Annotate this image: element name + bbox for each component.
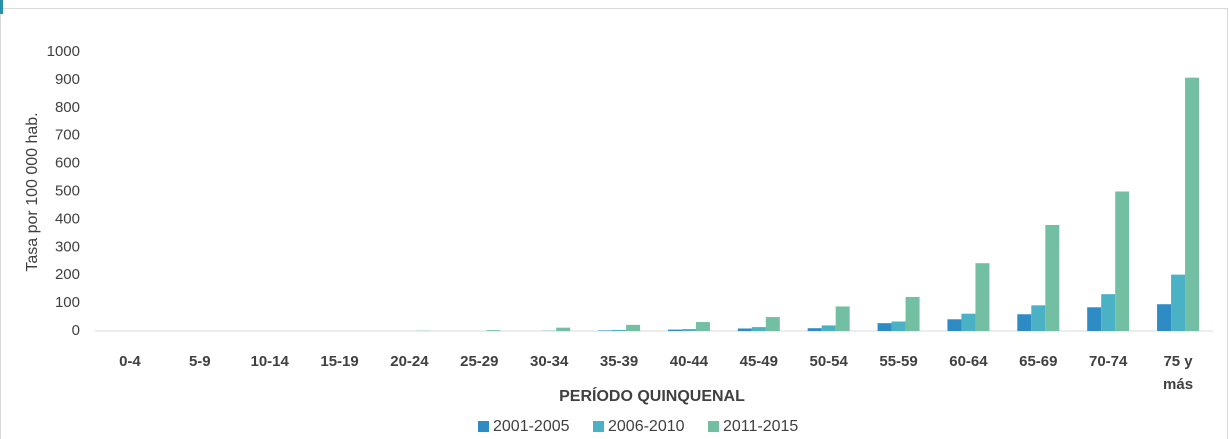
x-tick-label: 70-74 bbox=[1089, 353, 1128, 370]
y-tick-label: 200 bbox=[55, 266, 80, 283]
legend-swatch bbox=[478, 421, 489, 432]
x-tick-label: 65-69 bbox=[1019, 353, 1058, 370]
x-tick-label: 55-59 bbox=[879, 353, 918, 370]
legend-label: 2011-2015 bbox=[723, 418, 798, 435]
legend-swatch bbox=[593, 421, 604, 432]
x-axis-title: PERÍODO QUINQUENAL bbox=[559, 386, 745, 405]
chart-frame bbox=[0, 8, 1228, 439]
bar bbox=[695, 322, 710, 331]
legend-label: 2001-2005 bbox=[493, 418, 570, 435]
legend-swatch bbox=[708, 421, 719, 432]
bar bbox=[807, 328, 822, 331]
bar bbox=[877, 323, 892, 331]
bar bbox=[1031, 305, 1046, 331]
bar bbox=[626, 324, 641, 331]
bar bbox=[765, 317, 780, 331]
y-tick-label: 800 bbox=[55, 99, 80, 116]
x-tick-label: 5-9 bbox=[188, 353, 211, 370]
y-tick-label: 400 bbox=[55, 210, 80, 227]
bar bbox=[905, 296, 920, 331]
x-tick-label: 75 y más bbox=[1163, 353, 1194, 393]
x-tick-label: 60-64 bbox=[949, 353, 988, 370]
bar bbox=[1171, 274, 1186, 331]
x-tick-label: 40-44 bbox=[669, 353, 709, 370]
bar bbox=[891, 321, 906, 331]
bar bbox=[1157, 304, 1172, 331]
x-tick-label: 20-24 bbox=[390, 353, 429, 370]
y-tick-label: 0 bbox=[72, 322, 80, 339]
bar bbox=[556, 327, 571, 331]
y-tick-label: 1000 bbox=[47, 43, 80, 60]
x-tick-label: 50-54 bbox=[809, 353, 848, 370]
bar bbox=[1087, 307, 1102, 331]
bar bbox=[975, 263, 990, 331]
bar bbox=[486, 330, 501, 331]
bar bbox=[821, 325, 836, 331]
bar bbox=[598, 330, 613, 331]
bar bbox=[1115, 191, 1130, 331]
bar bbox=[1017, 314, 1032, 331]
bar bbox=[667, 329, 682, 331]
y-tick-label: 700 bbox=[55, 127, 80, 144]
x-tick-label: 0-4 bbox=[119, 353, 141, 370]
x-tick-label: 30-34 bbox=[530, 353, 569, 370]
bar bbox=[947, 319, 962, 331]
x-tick-label: 15-19 bbox=[320, 353, 359, 370]
y-tick-label: 600 bbox=[55, 155, 80, 172]
y-axis-title: Tasa por 100 000 hab. bbox=[24, 112, 41, 271]
x-tick-label: 10-14 bbox=[250, 353, 289, 370]
x-tick-label: 35-39 bbox=[599, 353, 639, 370]
bar bbox=[961, 313, 976, 331]
accent-bar bbox=[0, 0, 3, 14]
bar bbox=[1045, 224, 1060, 331]
bar bbox=[612, 329, 627, 331]
y-tick-label: 900 bbox=[55, 71, 80, 88]
y-tick-label: 500 bbox=[55, 182, 80, 199]
bar bbox=[737, 328, 752, 331]
bar bbox=[1101, 294, 1116, 331]
y-tick-label: 300 bbox=[55, 238, 80, 255]
bar bbox=[835, 306, 850, 331]
y-tick-label: 100 bbox=[55, 294, 80, 311]
bar bbox=[751, 327, 766, 331]
bar bbox=[1185, 77, 1200, 331]
x-tick-label: 45-49 bbox=[739, 353, 778, 370]
bar bbox=[681, 329, 696, 331]
x-tick-label: 25-29 bbox=[460, 353, 499, 370]
legend-label: 2006-2010 bbox=[608, 418, 685, 435]
